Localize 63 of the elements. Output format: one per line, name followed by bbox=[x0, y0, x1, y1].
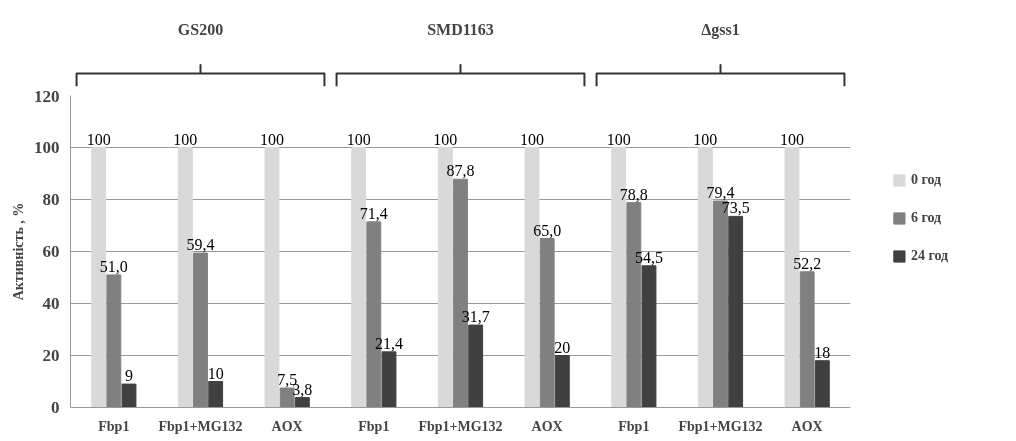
x-tick-label: AOX bbox=[531, 418, 563, 434]
data-label: 71,4 bbox=[359, 204, 388, 222]
data-label: 51,0 bbox=[99, 257, 128, 275]
data-label: 9 bbox=[125, 367, 133, 385]
y-tick-label: 0 bbox=[51, 398, 60, 417]
data-label: 78,8 bbox=[619, 185, 648, 203]
bar bbox=[208, 381, 224, 408]
text: SMD1163 bbox=[427, 20, 494, 38]
data-label: 100 bbox=[433, 130, 458, 148]
x-tick-label: Fbp1 bbox=[98, 418, 130, 434]
data-label: 100 bbox=[780, 130, 804, 148]
data-label: 100 bbox=[606, 130, 631, 148]
bar bbox=[264, 147, 280, 408]
data-label: 100 bbox=[86, 130, 111, 148]
text: GS200 bbox=[177, 20, 224, 38]
y-tick-label: 40 bbox=[42, 294, 60, 313]
data-label: 73,5 bbox=[721, 199, 750, 217]
y-tick-label: 80 bbox=[42, 190, 60, 209]
data-label: 59,4 bbox=[186, 236, 215, 254]
data-label: 65,0 bbox=[533, 221, 562, 239]
data-label: 100 bbox=[693, 130, 718, 148]
data-label: 52,2 bbox=[793, 254, 822, 272]
data-label: 21,4 bbox=[375, 334, 403, 352]
bar bbox=[554, 355, 570, 408]
x-tick-label: Fbp1+MG132 bbox=[418, 418, 503, 434]
bar bbox=[799, 271, 815, 408]
legend-label: 24 год bbox=[910, 248, 949, 264]
y-tick-label: 100 bbox=[34, 138, 60, 157]
text: Δgss1 bbox=[701, 20, 740, 39]
y-axis-title: Активність , % bbox=[11, 202, 26, 301]
legend-label: 6 год bbox=[910, 210, 942, 226]
x-tick-label: AOX bbox=[271, 418, 303, 434]
data-label: 10 bbox=[207, 364, 224, 382]
y-tick-label: 120 bbox=[34, 86, 60, 106]
bar bbox=[381, 351, 397, 408]
y-tick-label: 20 bbox=[42, 346, 60, 365]
data-label: 20 bbox=[554, 338, 571, 356]
bar bbox=[539, 238, 555, 408]
x-tick-label: Fbp1+MG132 bbox=[678, 418, 763, 434]
data-label: 100 bbox=[173, 130, 198, 148]
data-label: 79,4 bbox=[706, 184, 735, 202]
data-label: 100 bbox=[260, 130, 284, 148]
bar bbox=[121, 383, 137, 408]
y-tick-label: 60 bbox=[42, 242, 60, 261]
bar bbox=[279, 387, 295, 408]
x-tick-label: Fbp1 bbox=[618, 418, 650, 434]
bar bbox=[641, 265, 657, 408]
data-label: 18 bbox=[814, 343, 831, 361]
bar bbox=[468, 324, 484, 408]
data-label: 87,8 bbox=[446, 162, 475, 180]
x-tick-label: AOX bbox=[791, 418, 823, 434]
data-label: 54,5 bbox=[635, 248, 663, 266]
bar bbox=[728, 215, 744, 408]
legend-label: 0 год bbox=[910, 172, 942, 188]
data-label: 100 bbox=[346, 130, 371, 148]
bar bbox=[106, 274, 122, 408]
x-tick-label: Fbp1+MG132 bbox=[158, 418, 243, 434]
bar bbox=[193, 252, 208, 408]
data-label: 31,7 bbox=[461, 308, 490, 326]
x-tick-label: Fbp1 bbox=[358, 418, 390, 434]
bar bbox=[814, 360, 830, 408]
data-label: 100 bbox=[520, 130, 544, 148]
bar bbox=[294, 397, 310, 408]
